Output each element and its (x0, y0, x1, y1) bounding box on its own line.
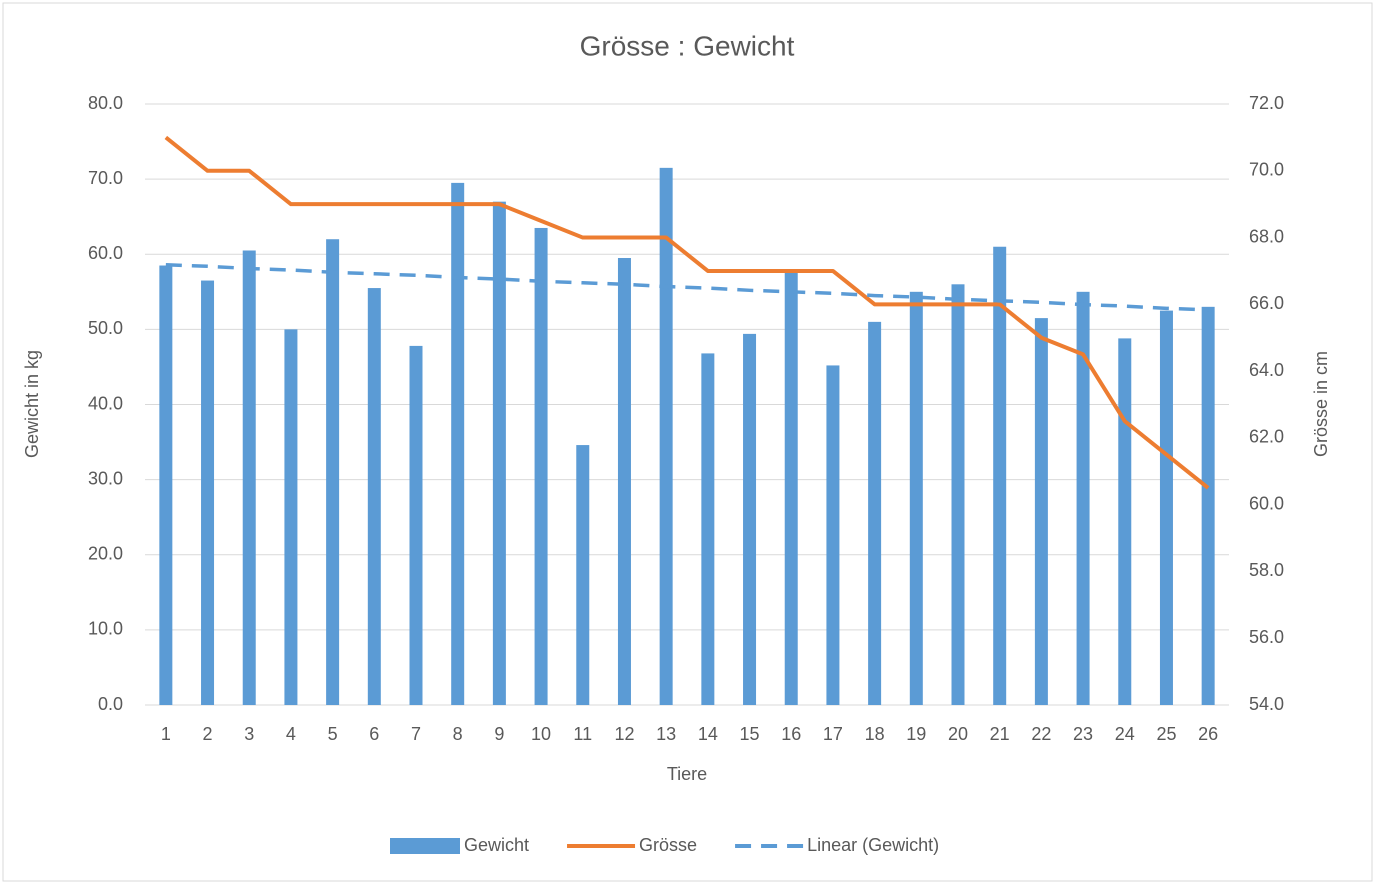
y2-tick-label: 58.0 (1249, 560, 1284, 580)
x-tick-label: 5 (328, 724, 338, 744)
bar (784, 269, 798, 705)
x-tick-label: 16 (781, 724, 801, 744)
legend-label: Linear (Gewicht) (807, 835, 939, 855)
y2-tick-label: 66.0 (1249, 293, 1284, 313)
y-tick-label: 30.0 (88, 468, 123, 488)
x-tick-label: 14 (698, 724, 718, 744)
x-tick-label: 13 (656, 724, 676, 744)
x-tick-label: 24 (1115, 724, 1135, 744)
y-tick-label: 20.0 (88, 544, 123, 564)
bar (242, 250, 256, 705)
y2-tick-label: 70.0 (1249, 160, 1284, 180)
x-tick-label: 10 (531, 724, 551, 744)
bar (159, 265, 173, 705)
x-tick-label: 9 (494, 724, 504, 744)
y2-tick-label: 72.0 (1249, 93, 1284, 113)
legend-swatch (390, 838, 460, 854)
bar (326, 239, 340, 705)
x-tick-label: 22 (1031, 724, 1051, 744)
y2-axis-label: Grösse in cm (1311, 351, 1331, 457)
x-tick-label: 1 (161, 724, 171, 744)
bar (868, 321, 882, 705)
bar (201, 280, 215, 705)
bar (1034, 318, 1048, 705)
y-tick-label: 50.0 (88, 318, 123, 338)
bar (1201, 306, 1215, 705)
y-tick-label: 70.0 (88, 168, 123, 188)
bar (284, 329, 298, 705)
bar (409, 345, 423, 705)
bar (617, 258, 631, 705)
bar (492, 201, 506, 705)
y-tick-label: 60.0 (88, 243, 123, 263)
y2-tick-label: 60.0 (1249, 493, 1284, 513)
x-tick-label: 25 (1156, 724, 1176, 744)
x-tick-label: 2 (203, 724, 213, 744)
x-tick-label: 15 (740, 724, 760, 744)
x-tick-label: 3 (244, 724, 254, 744)
chart-title: Grösse : Gewicht (580, 30, 795, 61)
bar (659, 167, 673, 705)
y2-tick-label: 64.0 (1249, 360, 1284, 380)
x-tick-label: 18 (865, 724, 885, 744)
x-tick-label: 6 (369, 724, 379, 744)
bar (1159, 310, 1173, 705)
y-tick-label: 0.0 (98, 694, 123, 714)
x-tick-label: 26 (1198, 724, 1218, 744)
y2-tick-label: 68.0 (1249, 226, 1284, 246)
x-tick-label: 7 (411, 724, 421, 744)
x-axis-label: Tiere (667, 764, 707, 784)
x-tick-label: 20 (948, 724, 968, 744)
bar (951, 284, 965, 705)
bar (826, 365, 840, 705)
y2-tick-label: 62.0 (1249, 427, 1284, 447)
x-tick-label: 11 (573, 724, 592, 744)
bar (534, 227, 548, 706)
x-tick-label: 17 (823, 724, 843, 744)
bar (909, 291, 923, 705)
line (164, 135, 1210, 490)
bar (701, 353, 715, 705)
bar (743, 333, 757, 705)
x-tick-label: 19 (906, 724, 926, 744)
legend-label: Gewicht (464, 835, 529, 855)
x-tick-label: 12 (614, 724, 634, 744)
x-tick-label: 21 (990, 724, 1010, 744)
x-tick-label: 8 (453, 724, 463, 744)
bar (1076, 291, 1090, 705)
y2-tick-label: 54.0 (1249, 694, 1284, 714)
legend-label: Grösse (639, 835, 697, 855)
bar (1118, 338, 1132, 705)
y-tick-label: 40.0 (88, 393, 123, 413)
y-axis-label: Gewicht in kg (22, 350, 42, 458)
y-tick-label: 10.0 (88, 619, 123, 639)
bar (576, 445, 590, 705)
bar (993, 246, 1007, 706)
y-tick-label: 80.0 (88, 93, 123, 113)
x-tick-label: 4 (286, 724, 296, 744)
x-tick-label: 23 (1073, 724, 1093, 744)
bar (367, 288, 381, 705)
bar (451, 182, 465, 706)
trend-line (165, 263, 1209, 312)
y2-tick-label: 56.0 (1249, 627, 1284, 647)
